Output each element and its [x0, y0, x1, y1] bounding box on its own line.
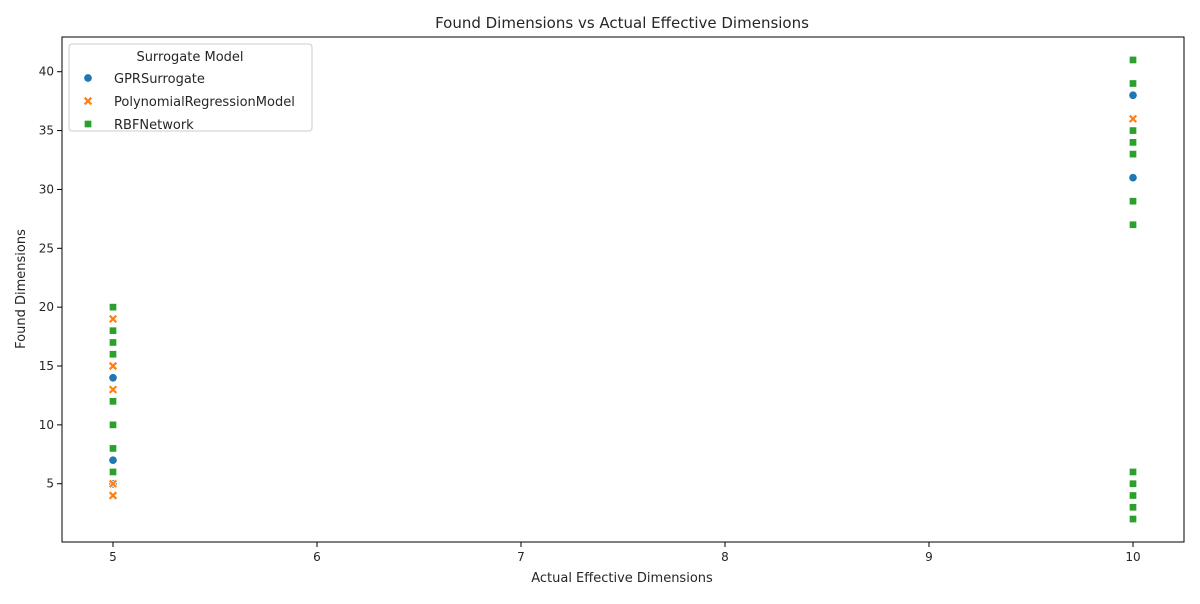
- data-point: [1128, 149, 1138, 159]
- data-point: [1128, 196, 1138, 206]
- data-point: [107, 478, 119, 489]
- data-point: [1128, 172, 1138, 183]
- legend-label: RBFNetwork: [114, 118, 194, 133]
- x-tick-label: 7: [517, 550, 525, 564]
- data-point: [1128, 55, 1138, 65]
- y-axis: 5 10 15 20 25 30 35 40: [39, 65, 62, 491]
- legend-marker: [82, 95, 94, 107]
- data-point: [1127, 113, 1139, 124]
- data-point: [107, 313, 119, 325]
- x-tick-label: 5: [109, 550, 117, 564]
- data-point: [108, 455, 118, 465]
- legend-label: PolynomialRegressionModel: [114, 95, 295, 110]
- data-points: [107, 55, 1139, 525]
- legend: Surrogate Model GPRSurrogate PolynomialRe…: [68, 43, 313, 133]
- data-point: [107, 360, 119, 372]
- data-point: [1128, 467, 1138, 477]
- y-tick-label: 30: [39, 182, 54, 196]
- y-tick-label: 5: [46, 477, 54, 491]
- data-point: [108, 338, 118, 347]
- legend-marker: [83, 73, 93, 83]
- legend-title: Surrogate Model: [136, 50, 243, 65]
- data-point: [108, 302, 118, 312]
- x-tick-label: 10: [1125, 550, 1140, 564]
- x-tick-label: 8: [721, 550, 729, 564]
- legend-marker: [83, 119, 93, 129]
- data-point: [1128, 126, 1138, 135]
- data-point: [108, 326, 118, 335]
- x-axis-label: Actual Effective Dimensions: [531, 571, 713, 586]
- y-tick-label: 40: [39, 65, 54, 79]
- data-point: [1128, 491, 1138, 500]
- legend-label: GPRSurrogate: [114, 72, 205, 87]
- data-point: [107, 490, 119, 501]
- data-point: [108, 467, 118, 477]
- y-tick-label: 25: [39, 241, 54, 255]
- data-point: [108, 349, 118, 359]
- data-point: [1128, 514, 1138, 524]
- legend-entries: GPRSurrogate PolynomialRegressionModel RBF…: [82, 72, 295, 133]
- y-axis-label: Found Dimensions: [14, 229, 29, 349]
- data-point: [1128, 138, 1138, 147]
- data-point: [1128, 90, 1138, 101]
- data-point: [1128, 220, 1138, 230]
- y-tick-label: 15: [39, 359, 54, 373]
- y-tick-label: 10: [39, 418, 54, 432]
- data-point: [108, 397, 118, 406]
- data-point: [108, 420, 118, 430]
- data-point: [108, 444, 118, 453]
- chart-title: Found Dimensions vs Actual Effective Dim…: [435, 14, 809, 32]
- data-point: [108, 373, 118, 383]
- data-point: [1128, 503, 1138, 512]
- y-tick-label: 35: [39, 124, 54, 138]
- data-point: [1128, 79, 1138, 88]
- legend-frame: [68, 43, 313, 132]
- x-tick-label: 6: [313, 550, 321, 564]
- data-point: [1128, 479, 1138, 488]
- x-tick-label: 9: [925, 550, 933, 564]
- y-tick-label: 20: [39, 300, 54, 314]
- data-point: [107, 384, 119, 395]
- x-axis: 5 6 7 8 9 10: [109, 542, 1141, 564]
